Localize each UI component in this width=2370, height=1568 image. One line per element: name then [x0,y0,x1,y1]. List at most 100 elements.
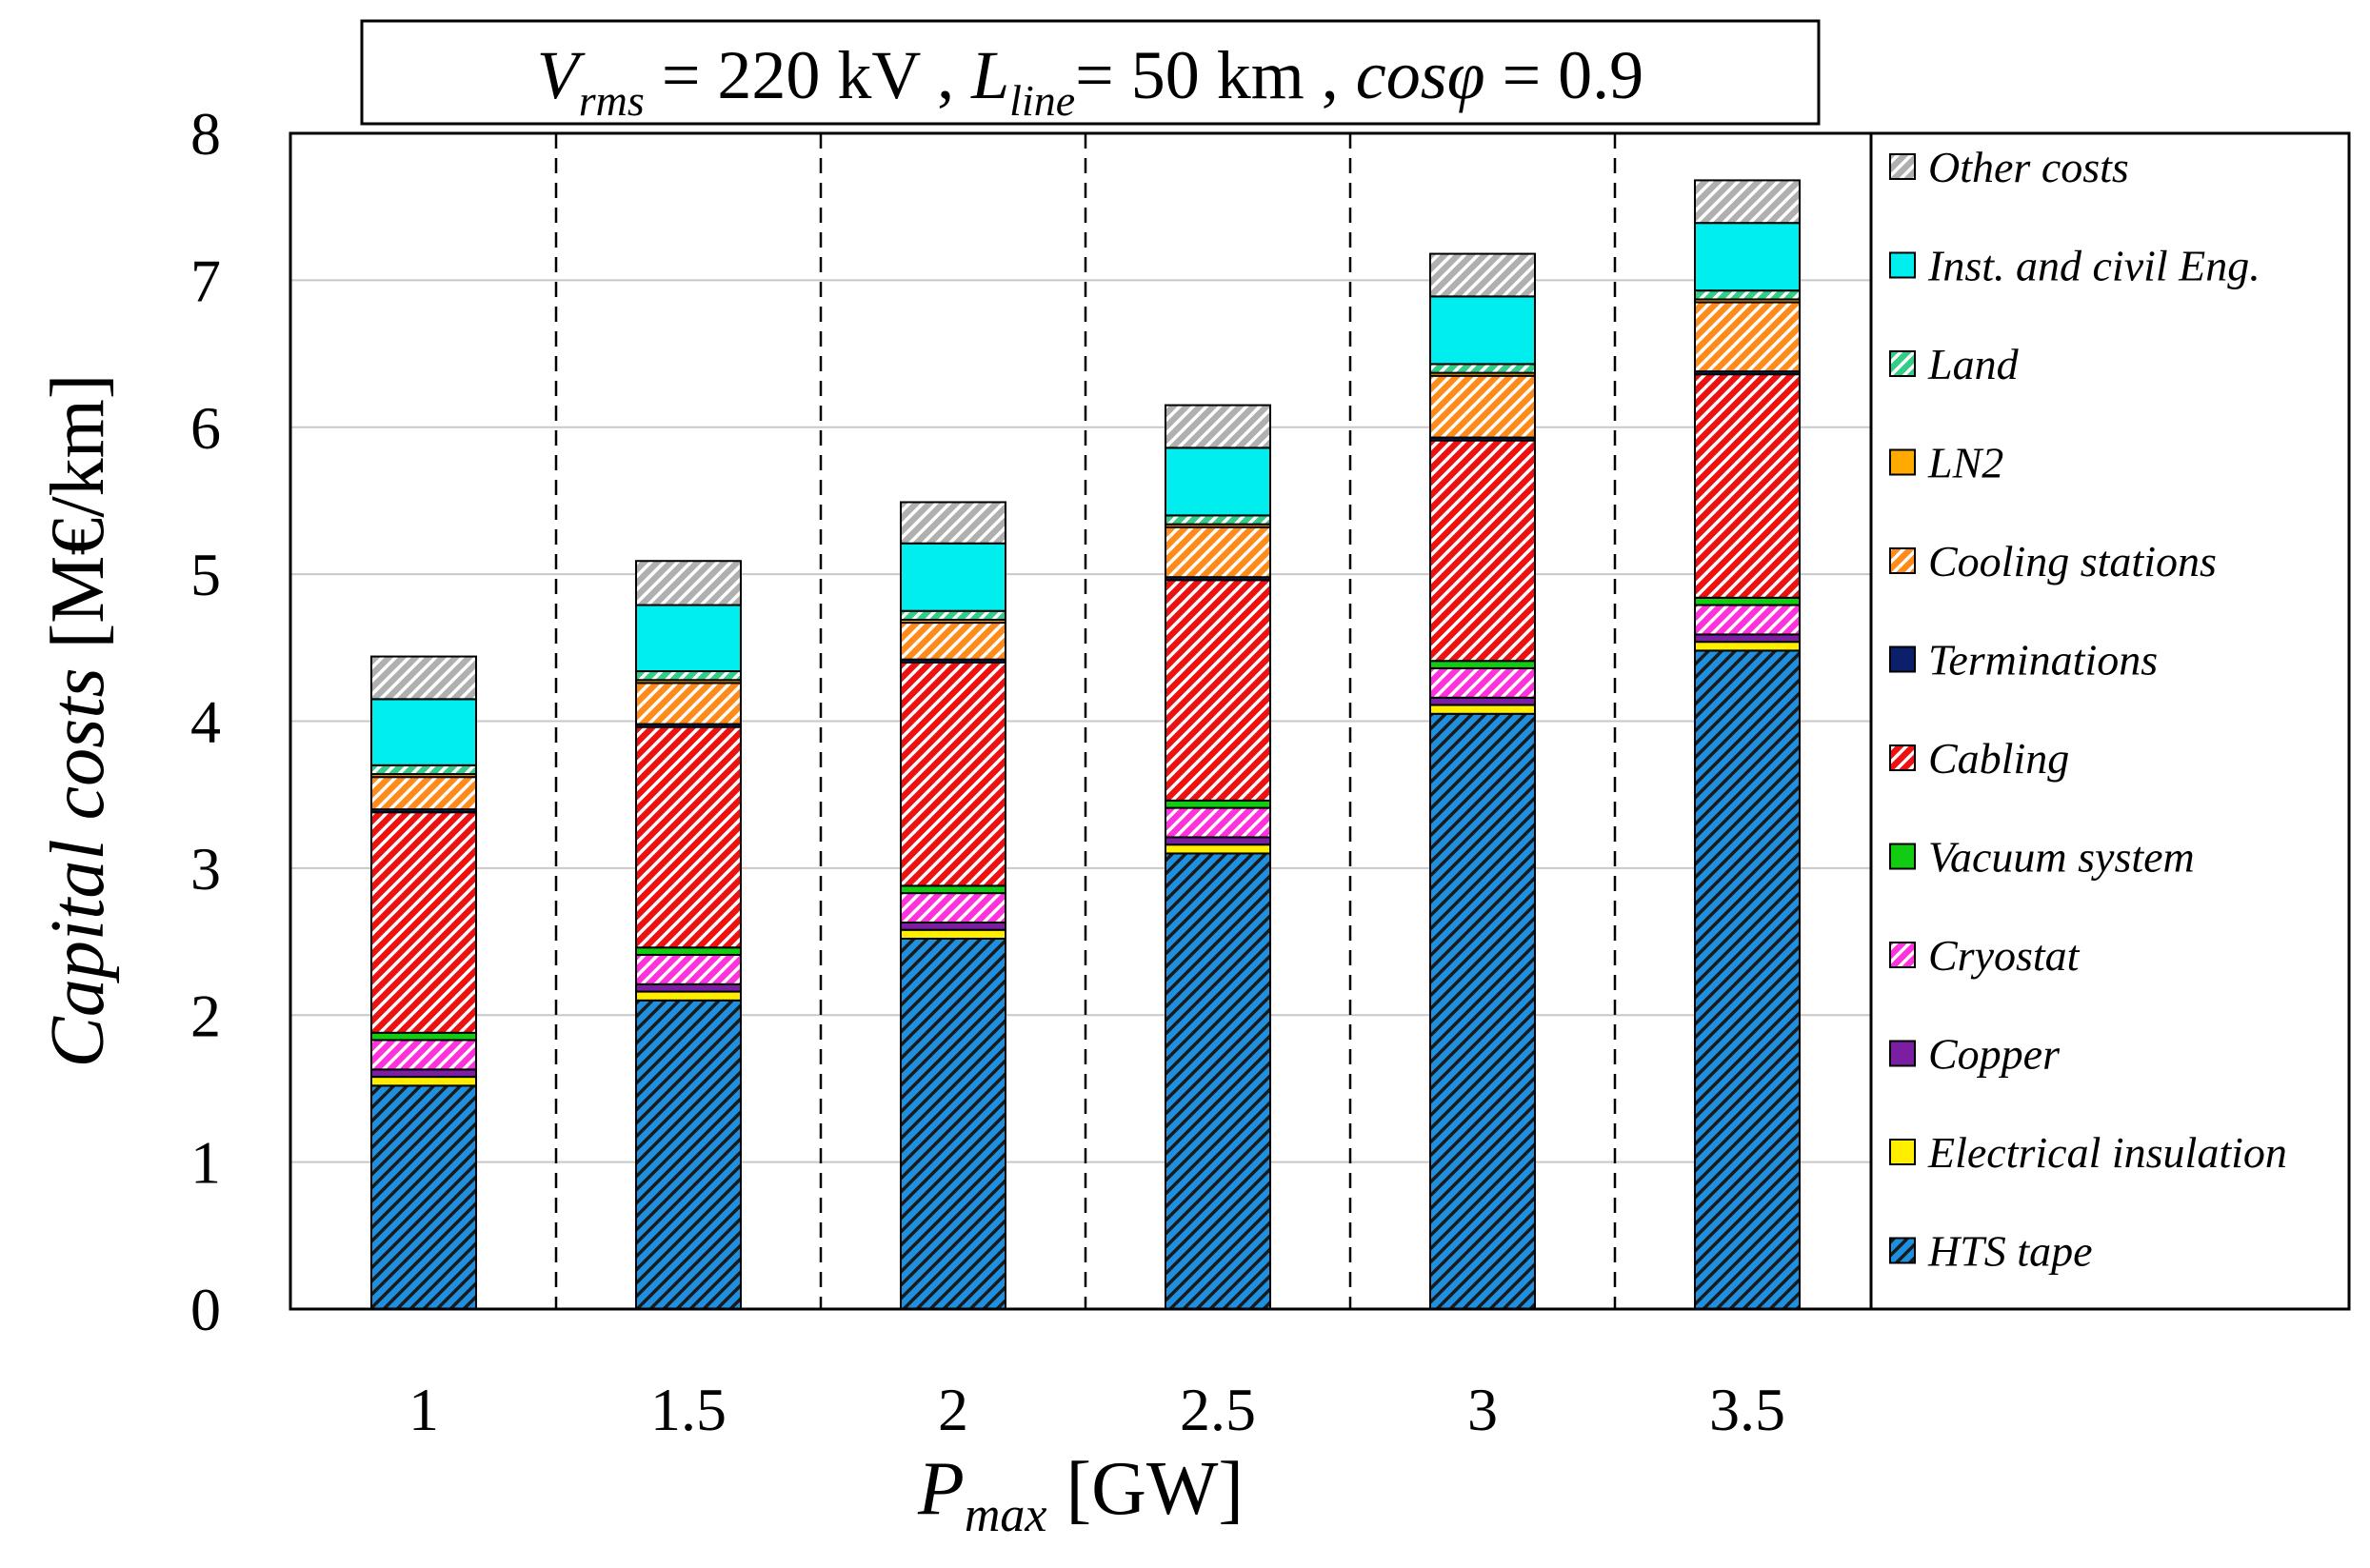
bar-segment-hatch [1695,374,1800,598]
bar-segment-fill [1695,642,1800,651]
bar-segment-hatch [901,623,1006,660]
bar-segment [1165,852,1271,1310]
category-dividers [554,133,1617,1309]
bar-segment-fill [371,1069,476,1078]
bar-segment-fill [1695,223,1800,291]
bar-segment [1165,526,1271,579]
legend-swatch-outline [1889,251,1916,279]
bar-segment-hatch [1430,440,1535,662]
bar-segment [900,542,1006,612]
y-tick-label: 6 [190,394,221,462]
y-tick-label: 4 [190,688,221,756]
bar-segment-hatch [1165,526,1270,578]
bar-segment-hatch [636,561,741,605]
bar-segment-fill [901,659,1006,663]
bar-segment-fill [901,885,1006,894]
x-tick-label: 3 [1467,1376,1498,1443]
legend-swatch-outline [1889,843,1916,870]
legend-item: Cryostat [1889,931,2081,980]
bar-segment-fill [636,605,741,672]
bar-segment-fill [901,619,1006,624]
bar-segment [1165,579,1271,802]
bar-segment [1429,374,1536,439]
legend-swatch [1890,1041,1915,1066]
bar-segment-hatch [371,777,476,810]
bar-segment-outline [1694,179,1801,225]
legend-swatch [1890,252,1915,278]
y-tick-label: 7 [190,247,221,314]
legend-swatch-hatch [1890,1238,1915,1263]
bar-segment [1165,844,1271,855]
legend-item: Other costs [1889,143,2129,191]
bar-segment-fill [1165,577,1270,581]
y-tick-label: 5 [190,541,221,608]
bar-segment-hatch [371,1085,476,1309]
bar-segment-hatch [1430,713,1535,1309]
title-text: Vrms = 220 kV , Lline= 50 km , cosφ = 0.… [537,37,1643,125]
bar-segment-fill [1430,296,1535,365]
bar-segment [900,661,1006,887]
legend-item: LN2 [1889,439,2003,487]
bar-segment [900,501,1006,545]
bar-segment [1429,363,1536,374]
legend-swatch-hatch [1890,745,1915,770]
y-tick-label: 3 [190,835,221,903]
bar-segment-hatch [1695,290,1800,300]
bar-segment-outline [900,501,1006,545]
bar-segment [370,1076,477,1087]
bar-segment [635,604,742,673]
bar-segment-fill [1430,437,1535,441]
bar-segment [370,811,477,1034]
bar-segment [900,937,1006,1310]
bar-segment [635,999,742,1310]
legend-swatch [1890,449,1915,475]
bar-segment-hatch [1430,667,1535,698]
bar-segment-fill [901,543,1006,611]
bar-segment [900,609,1006,621]
legend-swatch-hatch [1890,548,1915,573]
bar-segment-hatch [1165,580,1270,801]
legend-label: Copper [1928,1030,2061,1079]
bar-segment-hatch [901,938,1006,1309]
bar-segment [635,946,742,956]
bar-segment-hatch [901,662,1006,886]
bar-segment [1429,439,1536,663]
bar-segment [900,892,1006,923]
bar-segment [1694,301,1801,373]
legend-frame [1869,131,2351,1311]
bar-segment-fill [1695,299,1800,303]
bar-segment [635,953,742,985]
bar-segment-hatch [1165,807,1270,838]
bar-segment [1165,404,1271,449]
bar-segment-fill [371,774,476,778]
legend-item: Vacuum system [1889,833,2195,882]
legend-swatch-hatch [1890,154,1915,179]
bar-segment-outline [1429,252,1536,298]
chart-title: Vrms = 220 kV , Lline= 50 km , cosφ = 0.… [360,19,1821,126]
bar-segment-hatch [636,683,741,724]
bar-segment [1165,447,1271,517]
bar-segment [635,725,742,949]
x-tick-label: 3.5 [1709,1376,1785,1443]
legend-label: Other costs [1928,143,2129,191]
bar-segment-fill [1430,372,1535,376]
bar-segment [635,670,742,682]
legend-label: Cabling [1928,734,2069,783]
legend-label: Cryostat [1928,931,2081,980]
y-tick-labels: 0 1 2 3 4 5 6 7 8 [190,100,221,1343]
bar-segment [1429,666,1536,699]
legend-label: Vacuum system [1928,833,2195,882]
bar-segment-fill [1165,800,1270,808]
bar-segment-hatch [371,656,476,700]
bar-segment-fill [1165,447,1270,516]
bar-segment [1694,649,1801,1310]
bar-segment [1429,696,1536,706]
bar-segment [1165,806,1271,839]
legend-swatch-outline [1889,942,1916,968]
legend-swatch-outline [1889,153,1916,180]
bar-segment [370,1031,477,1042]
bar-segment-fill [1695,371,1800,375]
bar-segment-hatch [1165,853,1270,1309]
bar-segment-hatch [1695,605,1800,635]
